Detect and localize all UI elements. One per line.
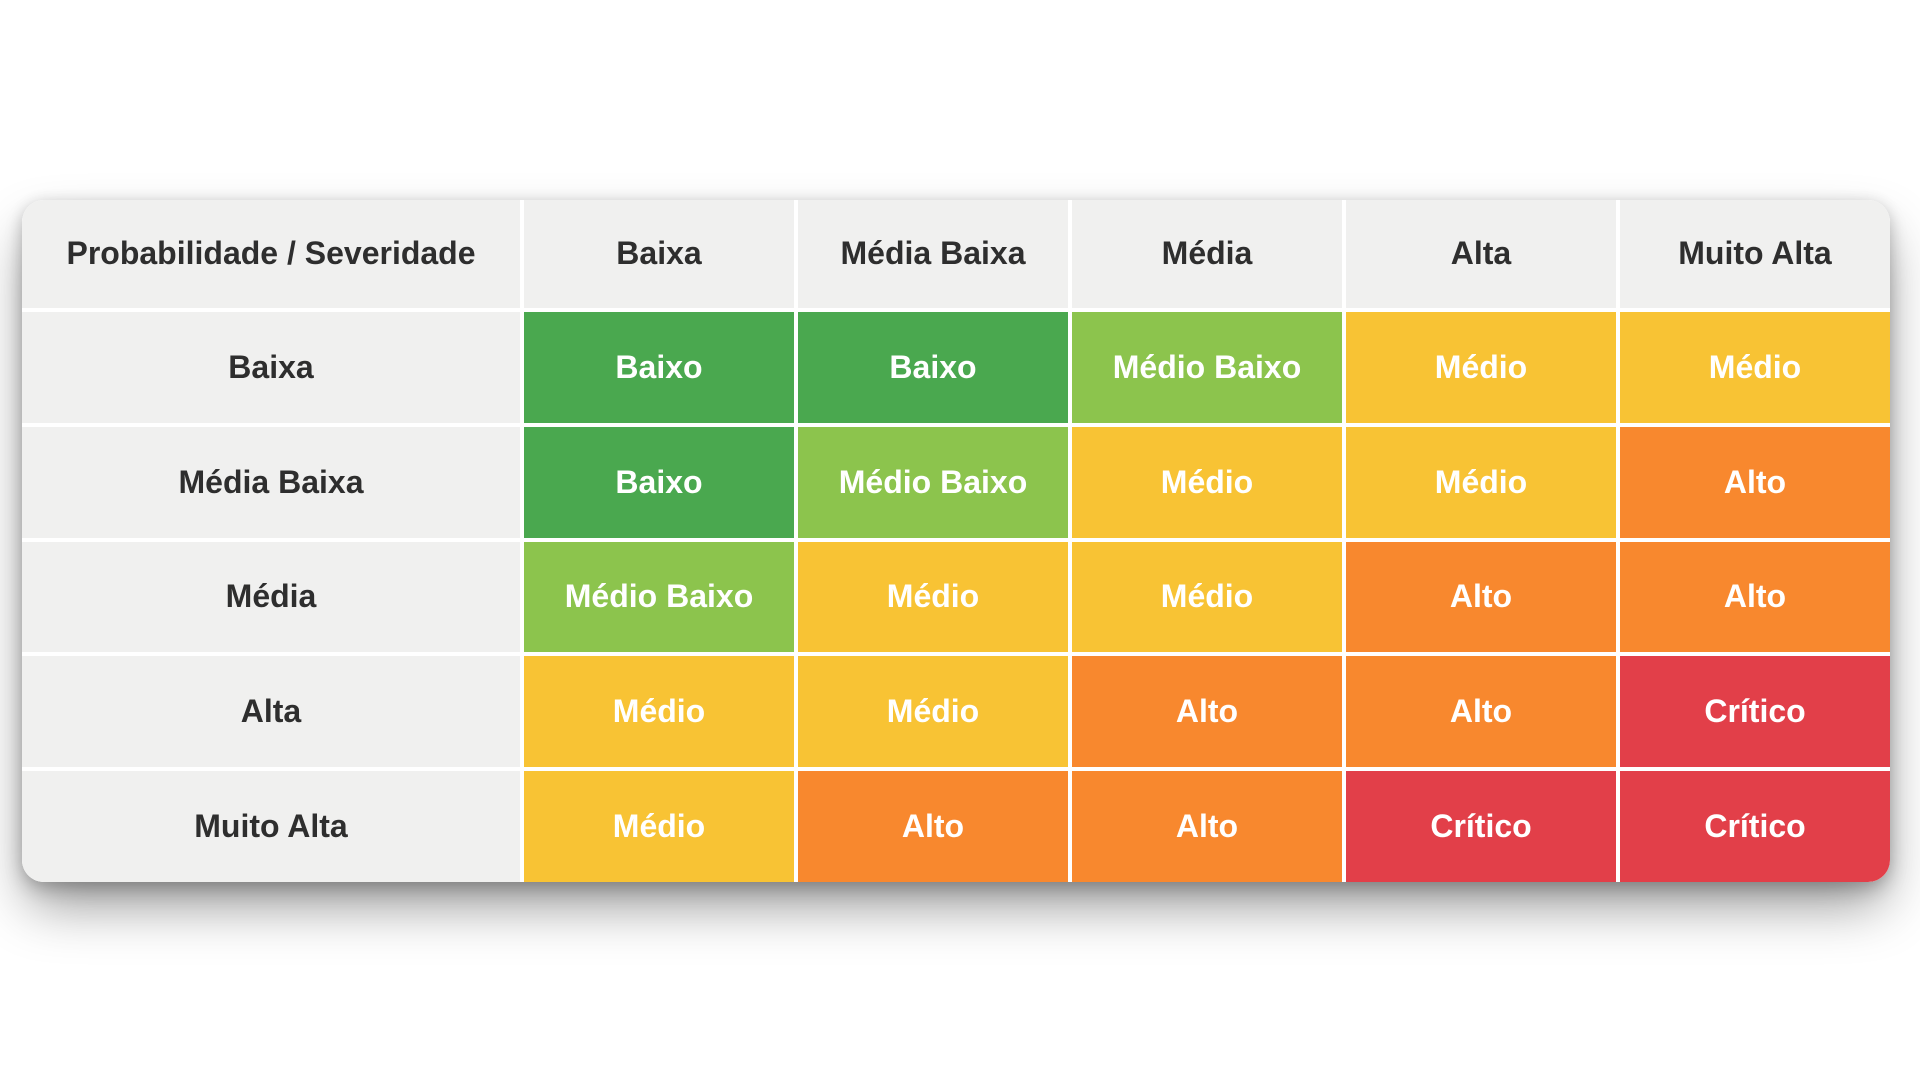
corner-header-cell: Probabilidade / Severidade	[22, 200, 520, 308]
column-header-2: Média Baixa	[798, 200, 1068, 308]
risk-cell: Alto	[798, 771, 1068, 882]
risk-cell: Baixo	[524, 426, 794, 538]
risk-cell: Médio	[798, 656, 1068, 768]
column-header-3: Média	[1072, 200, 1342, 308]
risk-cell: Crítico	[1620, 771, 1890, 882]
risk-cell: Médio	[1346, 426, 1616, 538]
column-header-1: Baixa	[524, 200, 794, 308]
risk-cell: Baixo	[798, 312, 1068, 423]
row-header-3: Média	[22, 541, 520, 653]
risk-cell: Médio Baixo	[798, 426, 1068, 538]
row-header-1: Baixa	[22, 312, 520, 423]
risk-cell: Alto	[1620, 541, 1890, 653]
risk-cell: Alto	[1072, 656, 1342, 768]
risk-cell: Crítico	[1346, 771, 1616, 882]
risk-cell: Alto	[1346, 541, 1616, 653]
risk-cell: Médio	[1072, 541, 1342, 653]
risk-cell: Alto	[1346, 656, 1616, 768]
row-header-5: Muito Alta	[22, 771, 520, 882]
risk-cell: Médio	[1072, 426, 1342, 538]
risk-cell: Médio	[1346, 312, 1616, 423]
column-header-5: Muito Alta	[1620, 200, 1890, 308]
risk-cell: Crítico	[1620, 656, 1890, 768]
risk-matrix-card: Probabilidade / Severidade Baixa Média Bai…	[22, 200, 1890, 882]
risk-cell: Médio	[524, 771, 794, 882]
column-header-4: Alta	[1346, 200, 1616, 308]
risk-cell: Médio	[798, 541, 1068, 653]
risk-cell: Médio	[524, 656, 794, 768]
risk-cell: Médio Baixo	[524, 541, 794, 653]
risk-cell: Alto	[1620, 426, 1890, 538]
risk-cell: Médio	[1620, 312, 1890, 423]
row-header-4: Alta	[22, 656, 520, 768]
row-header-2: Média Baixa	[22, 426, 520, 538]
risk-cell: Baixo	[524, 312, 794, 423]
risk-matrix-grid: Probabilidade / Severidade Baixa Média Bai…	[22, 200, 1890, 882]
risk-cell: Médio Baixo	[1072, 312, 1342, 423]
risk-cell: Alto	[1072, 771, 1342, 882]
